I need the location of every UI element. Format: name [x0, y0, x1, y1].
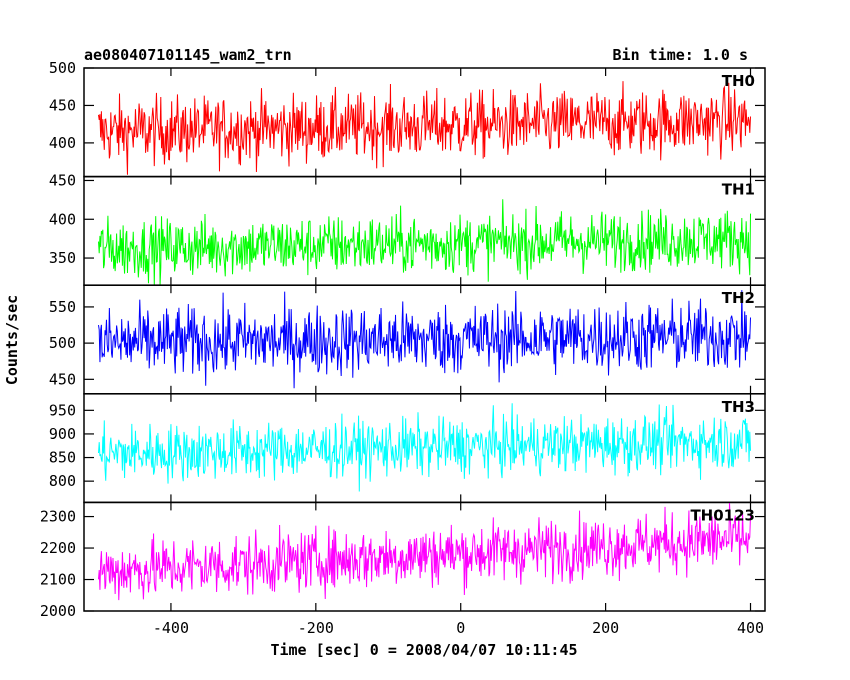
panel-label-th0: TH0	[722, 72, 755, 90]
y-axis-label: Counts/sec	[3, 295, 21, 385]
series-line-th0	[97, 81, 752, 175]
x-axis-label: Time [sec] 0 = 2008/04/07 10:11:45	[270, 641, 577, 659]
panel-label-th2: TH2	[722, 289, 755, 307]
series-line-th0123	[97, 502, 752, 601]
y-tick-label: 450	[49, 96, 76, 114]
panels-group: 400 450 500 TH0 350 400 450 TH1 450 500 550 TH2 800 8…	[40, 59, 766, 637]
bin-time-label: Bin time: 1.0 s	[613, 46, 748, 64]
y-tick-label: 500	[49, 334, 76, 352]
y-tick-label: 2200	[40, 539, 76, 557]
series-line-th1	[97, 199, 752, 285]
panel-label-th1: TH1	[722, 181, 755, 199]
y-tick-label: 550	[49, 298, 76, 316]
panel-frame-th1	[83, 175, 766, 286]
panel-frame-th0123	[83, 501, 766, 612]
panel-label-th0123: TH0123	[690, 506, 755, 524]
y-tick-label: 400	[49, 134, 76, 152]
x-tick-label: 200	[592, 619, 619, 637]
y-tick-label: 900	[49, 425, 76, 443]
x-tick-label: 400	[737, 619, 764, 637]
x-tick-label: -400	[153, 619, 189, 637]
y-tick-label: 500	[49, 59, 76, 77]
chart-title: ae080407101145_wam2_trn	[84, 46, 292, 64]
series-line-th3	[97, 403, 752, 492]
y-tick-label: 350	[49, 249, 76, 267]
x-tick-label: 0	[456, 619, 465, 637]
y-tick-label: 450	[49, 370, 76, 388]
y-tick-label: 800	[49, 472, 76, 490]
x-tick-label: -200	[298, 619, 334, 637]
y-tick-label: 2300	[40, 508, 76, 526]
series-line-th2	[97, 290, 752, 389]
panel-label-th3: TH3	[722, 398, 755, 416]
y-tick-label: 850	[49, 449, 76, 467]
y-tick-label: 450	[49, 171, 76, 189]
y-tick-label: 400	[49, 210, 76, 228]
y-tick-label: 2100	[40, 571, 76, 589]
y-tick-label: 950	[49, 401, 76, 419]
y-tick-label: 2000	[40, 602, 76, 620]
